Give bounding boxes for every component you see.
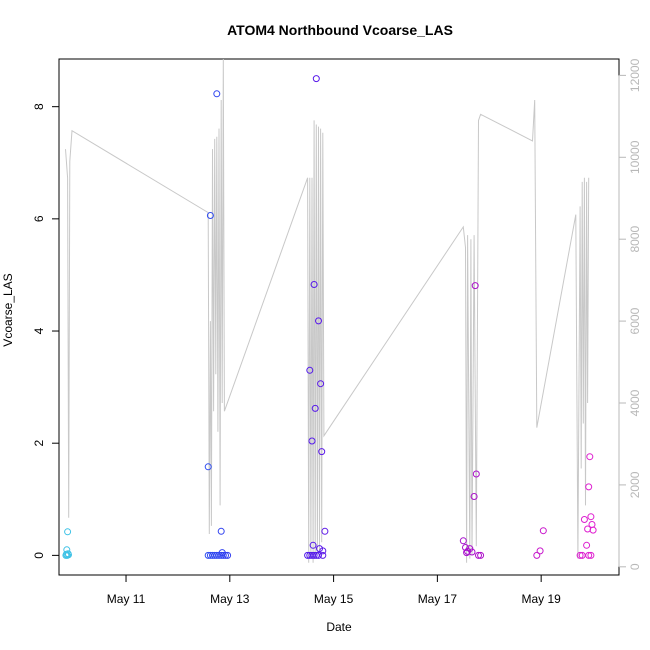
data-point xyxy=(309,541,317,549)
data-point xyxy=(312,75,320,83)
data-point xyxy=(213,90,221,98)
data-point xyxy=(587,513,595,521)
data-point xyxy=(533,551,541,559)
y2-tick-label: 12000 xyxy=(628,58,642,92)
data-point xyxy=(321,527,329,535)
y-tick-label: 2 xyxy=(32,440,46,447)
data-point xyxy=(65,551,72,559)
data-point xyxy=(317,380,325,388)
data-point xyxy=(62,551,70,559)
data-point xyxy=(315,317,322,325)
x-tick-label: May 11 xyxy=(107,592,146,606)
data-point xyxy=(471,282,479,290)
data-point xyxy=(222,551,229,559)
y2-tick-label: 4000 xyxy=(628,389,642,416)
y-tick-label: 6 xyxy=(32,215,46,222)
data-point xyxy=(219,551,227,559)
data-point xyxy=(310,281,318,288)
data-point xyxy=(576,551,584,559)
data-point xyxy=(206,212,214,219)
y2-tick-label: 6000 xyxy=(628,307,642,334)
data-point xyxy=(587,551,595,559)
data-point xyxy=(64,528,72,536)
data-point xyxy=(204,463,212,471)
data-point xyxy=(580,516,588,523)
data-point xyxy=(588,521,596,528)
data-point xyxy=(585,551,593,559)
data-point xyxy=(475,551,482,559)
data-point xyxy=(319,547,327,555)
x-tick-label: May 17 xyxy=(418,592,458,606)
data-point xyxy=(315,551,322,559)
y-tick-label: 4 xyxy=(32,327,46,334)
axes-layer: May 11 May 13 May 15 May 17 May 19 0 2 4 6 8 0 2000… xyxy=(32,58,642,606)
data-point xyxy=(470,493,478,500)
data-point xyxy=(311,404,319,412)
data-point xyxy=(217,527,225,535)
y2-tick-label: 10000 xyxy=(628,140,642,174)
data-point xyxy=(536,547,544,555)
data-point xyxy=(586,453,594,461)
chart-title: ATOM4 Northbound Vcoarse_LAS xyxy=(227,22,453,38)
data-point xyxy=(310,551,318,559)
points-layer xyxy=(62,75,597,559)
x-tick-label: May 19 xyxy=(521,592,561,606)
data-point xyxy=(583,541,591,549)
data-point xyxy=(589,526,597,534)
y-tick-label: 8 xyxy=(32,103,46,110)
data-point xyxy=(585,483,593,491)
data-point xyxy=(477,551,485,559)
y-axis-label: Vcoarse_LAS xyxy=(1,273,15,346)
data-point xyxy=(224,551,232,559)
data-point xyxy=(459,537,467,545)
y2-tick-label: 8000 xyxy=(628,226,642,253)
secondary-series-line xyxy=(65,58,590,563)
x-tick-label: May 13 xyxy=(210,592,250,606)
data-point xyxy=(308,437,316,445)
data-point xyxy=(472,470,480,478)
x-axis-label: Date xyxy=(326,620,352,634)
y2-tick-label: 0 xyxy=(628,563,642,570)
secondary-line-layer xyxy=(65,58,590,563)
data-point xyxy=(319,551,327,559)
data-point xyxy=(463,549,471,557)
data-point xyxy=(468,548,476,556)
y2-tick-label: 2000 xyxy=(628,471,642,498)
data-point xyxy=(318,448,326,456)
data-point xyxy=(462,544,469,551)
y-tick-label: 0 xyxy=(32,552,46,559)
data-point xyxy=(306,366,314,374)
x-tick-label: May 15 xyxy=(314,592,354,606)
data-point xyxy=(539,527,547,535)
